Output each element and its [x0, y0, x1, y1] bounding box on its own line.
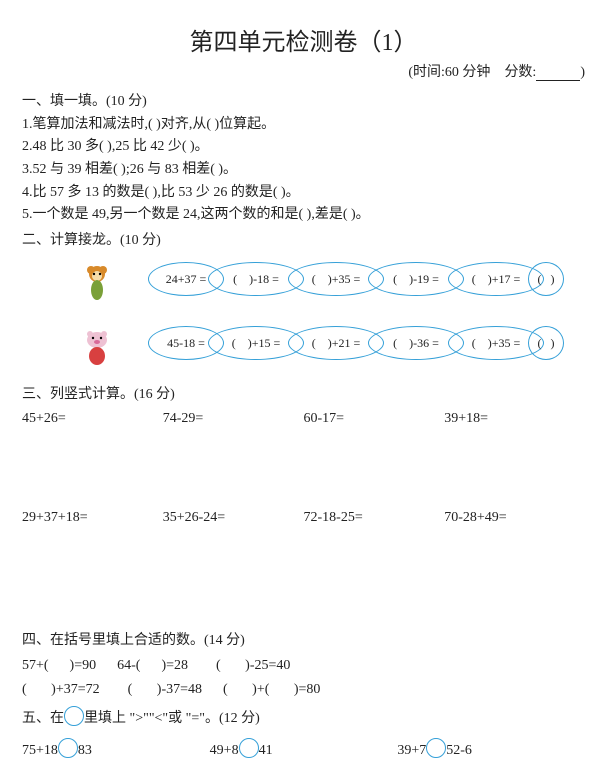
section-2: 二、计算接龙。(10 分) 24+37 =( )-18 =( )+35 =( )…	[22, 230, 585, 380]
blank-circle[interactable]	[239, 738, 259, 758]
section-3: 三、列竖式计算。(16 分) 45+26= 74-29= 60-17= 39+1…	[22, 384, 585, 625]
s5-head: 五、在 里填上 ">""<"或 "="。(12 分)	[22, 706, 585, 730]
expr: 74-29=	[163, 408, 304, 430]
expr: 35+26-24=	[163, 507, 304, 529]
s4-l1: 57+( )=90 64-( )=28 ( )-25=40	[22, 654, 585, 678]
cmp-right: 41	[259, 743, 273, 758]
cmp-right: 83	[78, 743, 92, 758]
compare-item: 49+8 41	[210, 738, 398, 762]
expr: 70-28+49=	[444, 507, 585, 529]
section-5: 五、在 里填上 ">""<"或 "="。(12 分) 75+18 83 49+8 41…	[22, 706, 585, 761]
s1-l4: 4.比 57 多 13 的数是( ),比 53 少 26 的数是( )。	[22, 182, 585, 204]
expr: 45+26=	[22, 408, 163, 430]
chain-oval: ( )	[528, 326, 564, 360]
blank-circle[interactable]	[58, 738, 78, 758]
meta-close: )	[580, 65, 585, 80]
s4-head: 四、在括号里填上合适的数。(14 分)	[22, 629, 585, 653]
s1-head: 一、填一填。(10 分)	[22, 91, 585, 113]
circle-icon	[64, 706, 84, 726]
score-label: 分数:	[504, 65, 536, 80]
expr: 29+37+18=	[22, 507, 163, 529]
time-label: (时间:60 分钟	[408, 65, 490, 80]
cmp-right: 52-6	[446, 743, 472, 758]
section-1: 一、填一填。(10 分) 1.笔算加法和减法时,( )对齐,从( )位算起。 2…	[22, 91, 585, 226]
pig-icon	[80, 326, 114, 374]
s3-row2: 29+37+18= 35+26-24= 72-18-25= 70-28+49=	[22, 507, 585, 529]
s5-head-a: 五、在	[22, 711, 64, 726]
compare-item: 75+18 83	[22, 738, 210, 762]
cmp-left: 39+7	[397, 743, 426, 758]
s1-l1: 1.笔算加法和减法时,( )对齐,从( )位算起。	[22, 114, 585, 136]
page-title: 第四单元检测卷（1）	[22, 22, 585, 57]
s1-l3: 3.52 与 39 相差( );26 与 83 相差( )。	[22, 159, 585, 181]
chain-oval: ( )	[528, 262, 564, 296]
s1-l2: 2.48 比 30 多( ),25 比 42 少( )。	[22, 136, 585, 158]
s5-head-b: 里填上 ">""<"或 "="。(12 分)	[84, 711, 260, 726]
s3-head: 三、列竖式计算。(16 分)	[22, 384, 585, 406]
expr: 39+18=	[444, 408, 585, 430]
s5-items: 75+18 83 49+8 41 39+7 52-6	[22, 738, 585, 762]
cmp-left: 49+8	[210, 743, 239, 758]
expr: 72-18-25=	[304, 507, 445, 529]
exam-meta: (时间:60 分钟 分数:)	[22, 61, 585, 81]
compare-item: 39+7 52-6	[397, 738, 585, 762]
score-blank[interactable]	[536, 66, 580, 81]
monkey-icon	[80, 262, 114, 310]
s3-row1: 45+26= 74-29= 60-17= 39+18=	[22, 408, 585, 430]
s2-head: 二、计算接龙。(10 分)	[22, 230, 585, 252]
chain-row-1: 24+37 =( )-18 =( )+35 =( )-19 =( )+17 =(…	[22, 254, 585, 316]
s4-l2: ( )+37=72 ( )-37=48 ( )+( )=80	[22, 678, 585, 702]
expr: 60-17=	[304, 408, 445, 430]
chain-row-2: 45-18 =( )+15 =( )+21 =( )-36 =( )+35 =(…	[22, 318, 585, 380]
section-4: 四、在括号里填上合适的数。(14 分) 57+( )=90 64-( )=28 …	[22, 629, 585, 702]
s1-l5: 5.一个数是 49,另一个数是 24,这两个数的和是( ),差是( )。	[22, 204, 585, 226]
blank-circle[interactable]	[426, 738, 446, 758]
cmp-left: 75+18	[22, 743, 58, 758]
